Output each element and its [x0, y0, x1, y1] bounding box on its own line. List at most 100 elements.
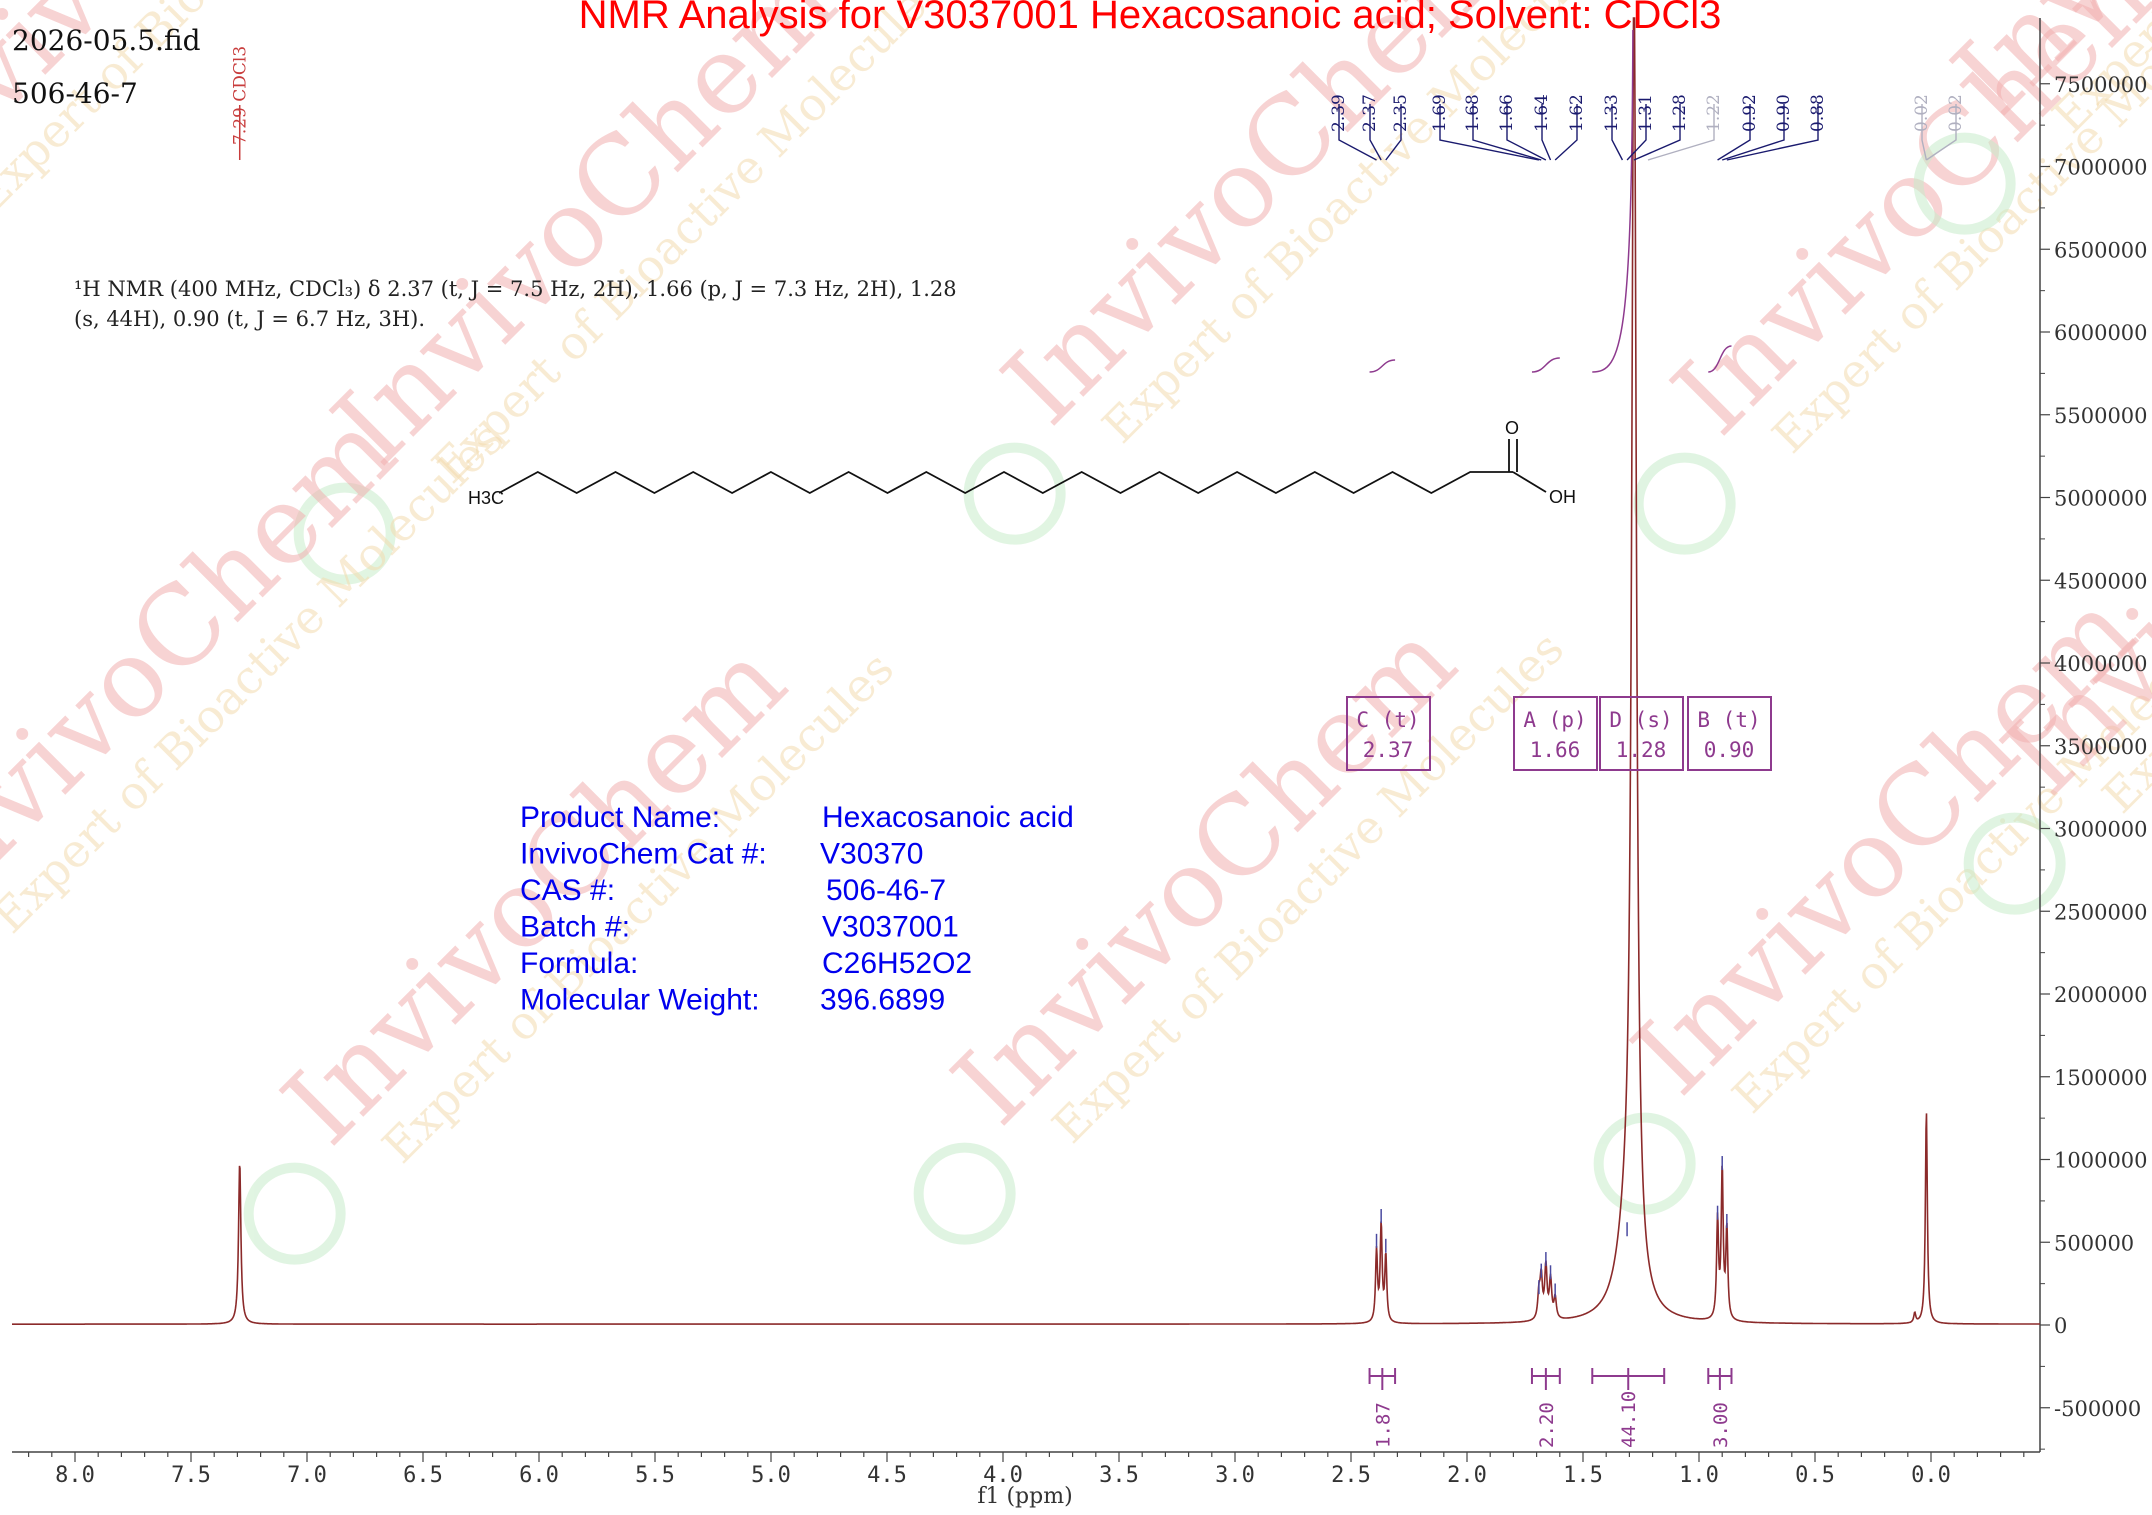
peak-leader-line: [1472, 104, 1542, 161]
molecular-structure: H3C O OH: [468, 418, 1576, 508]
y-tick-label: 500000: [2054, 1231, 2134, 1255]
y-tick-label: -500000: [2054, 1397, 2141, 1421]
x-tick-label: 6.0: [519, 1463, 559, 1488]
file-name: 2026-05.5.fid: [12, 24, 201, 57]
peak-leader-line: [1921, 104, 1928, 161]
peak-leader-line: [1506, 104, 1547, 161]
x-tick-label: 1.5: [1563, 1463, 1603, 1488]
solvent-annotation: 7.29 CDCl3: [231, 46, 251, 160]
multiplet-name: D (s): [1609, 708, 1672, 732]
x-tick-label: 2.0: [1447, 1463, 1487, 1488]
integral-value: 44.10: [1618, 1391, 1640, 1448]
multiplet-name: A (p): [1523, 708, 1586, 732]
integral-curve: [1531, 357, 1560, 373]
integral-value: 1.87: [1372, 1402, 1394, 1448]
x-tick-label: 5.0: [751, 1463, 791, 1488]
watermark-logo-icon: [1593, 1112, 1696, 1215]
x-tick-label: 3.5: [1099, 1463, 1139, 1488]
integral-curve: [1592, 29, 1634, 373]
multiplet-box: [1687, 696, 1772, 771]
peak-markers: [1375, 1156, 1728, 1298]
x-tick-label: 7.0: [287, 1463, 327, 1488]
integral-curve: [1708, 345, 1732, 373]
y-tick-label: 2000000: [2054, 983, 2148, 1007]
integral-curves: [1369, 29, 1732, 373]
peak-leader-line: [1626, 104, 1647, 161]
info-value-2: 506-46-7: [826, 874, 946, 907]
peak-leader-line: [1541, 104, 1552, 161]
x-tick-label: 5.5: [635, 1463, 675, 1488]
peak-label-group: 2.39 2.37 2.35 1.69 1.68 1.66 1.64 1.62 1.33 1.31…: [1329, 94, 1966, 161]
carbon-chain: [498, 470, 1513, 495]
x-tick-label: 4.5: [867, 1463, 907, 1488]
peak-leader-line: [1611, 104, 1624, 161]
integral-annotations: 1.87 2.20 44.10 3.00: [1368, 1368, 1733, 1448]
cas-line: 506-46-7: [12, 77, 138, 110]
watermark-logo-icon: [1913, 132, 2016, 235]
peak-leader-line: [1721, 104, 1785, 161]
x-tick-label: 3.0: [1215, 1463, 1255, 1488]
watermark-logo-icon: [243, 1162, 346, 1265]
info-value-3: V3037001: [822, 911, 959, 944]
x-axis-label: f1 (ppm): [977, 1484, 1072, 1509]
peak-leader-line: [1338, 104, 1377, 161]
y-tick-label: 4000000: [2054, 652, 2148, 676]
y-tick-label: 3000000: [2054, 818, 2148, 842]
peak-leader-line: [1647, 104, 1715, 161]
methyl-label: H3C: [468, 488, 504, 508]
hydroxyl-label: OH: [1549, 487, 1576, 507]
spectrum-line: [12, 17, 2040, 1325]
multiplet-boxes: C (t) 2.37 A (p) 1.66 D (s) 1.28 B (t) 0.90: [1346, 696, 1772, 771]
multiplet-shift: 1.28: [1616, 738, 1667, 762]
y-tick-label: 6500000: [2054, 238, 2148, 262]
y-tick-label: 5000000: [2054, 487, 2148, 511]
info-value-0: Hexacosanoic acid: [822, 801, 1074, 834]
multiplet-shift: 1.66: [1530, 738, 1581, 762]
y-axis-ticks: -500000 0 500000 1000000 1500000 2000000 25000…: [2040, 73, 2148, 1450]
info-value-4: C26H52O2: [822, 947, 972, 980]
x-tick-label: 4.0: [983, 1463, 1023, 1488]
integral-value: 3.00: [1710, 1402, 1732, 1448]
peak-leader-line: [1726, 104, 1819, 161]
multiplet-box: [1599, 696, 1684, 771]
x-tick-label: 2.5: [1331, 1463, 1371, 1488]
nmr-description-line1: ¹H NMR (400 MHz, CDCl₃) δ 2.37 (t, J = 7…: [74, 277, 957, 301]
info-label-3: Batch #:: [520, 911, 630, 944]
x-tick-label: 7.5: [171, 1463, 211, 1488]
watermark-logo-icon: [293, 482, 396, 585]
y-tick-label: 6000000: [2054, 321, 2148, 345]
info-label-4: Formula:: [520, 947, 638, 980]
y-tick-label: 0: [2054, 1314, 2067, 1338]
y-tick-label: 7500000: [2054, 73, 2148, 97]
solvent-label: 7.29 CDCl3: [231, 46, 251, 145]
y-tick-label: 3500000: [2054, 735, 2148, 759]
watermark-brand: InvivoChem: [930, 599, 1480, 1149]
watermark-logo-icon: [963, 442, 1066, 545]
x-tick-label: 1.0: [1679, 1463, 1719, 1488]
peak-leader-line: [1554, 104, 1578, 161]
multiplet-shift: 0.90: [1704, 738, 1755, 762]
peak-leader-line: [1633, 104, 1681, 161]
peak-leader-line: [1369, 104, 1382, 161]
x-axis-ticks: 8.0 7.5 7.0 6.5 6.0 5.5 5.0 4.5 4.0 3.5 3.0 2.5 2.0 1…: [28, 1452, 2025, 1488]
carbonyl-oxygen-label: O: [1505, 418, 1519, 438]
x-tick-label: 0.0: [1911, 1463, 1951, 1488]
multiplet-name: B (t): [1697, 708, 1760, 732]
y-tick-label: 1000000: [2054, 1149, 2148, 1173]
info-label-2: CAS #:: [520, 874, 615, 907]
peak-leader-line: [1439, 104, 1540, 161]
info-label-1: InvivoChem Cat #:: [520, 838, 767, 871]
multiplet-box: [1346, 696, 1431, 771]
integral-curve: [1369, 359, 1396, 373]
y-tick-label: 2500000: [2054, 900, 2148, 924]
multiplet-name: C (t): [1356, 708, 1419, 732]
y-tick-label: 5500000: [2054, 404, 2148, 428]
y-tick-label: 7000000: [2054, 156, 2148, 180]
chart-title: NMR Analysis for V3037001 Hexacosanoic a…: [579, 0, 1722, 37]
nmr-description-line2: (s, 44H), 0.90 (t, J = 6.7 Hz, 3H).: [74, 307, 425, 331]
peak-leader-line: [1385, 104, 1402, 161]
